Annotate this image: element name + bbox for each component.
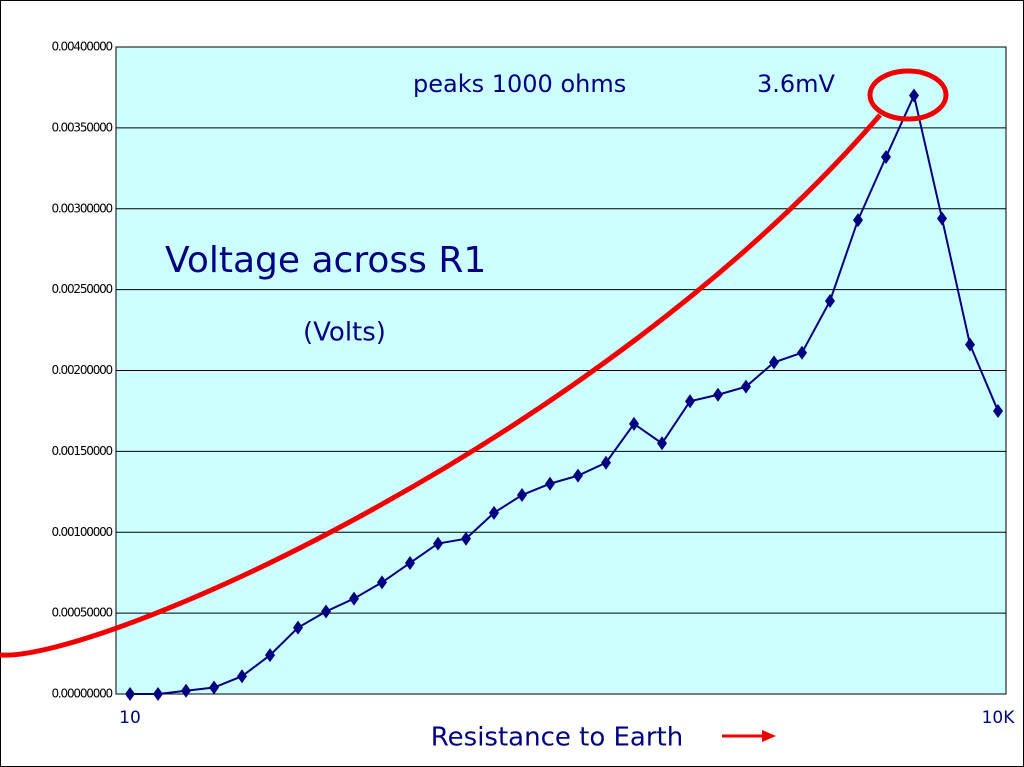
annotation: Voltage across R1 [165, 240, 486, 281]
marker [489, 505, 499, 520]
marker [965, 337, 975, 352]
red-ellipse [867, 68, 949, 122]
marker [405, 555, 415, 570]
y-tick-label: 0.00200000 [51, 363, 112, 377]
marker [237, 669, 247, 684]
marker [209, 680, 219, 695]
marker [797, 345, 807, 360]
marker [937, 211, 947, 226]
marker [601, 455, 611, 470]
marker [517, 488, 527, 503]
annotation: peaks 1000 ohms [413, 70, 626, 98]
y-tick-label: 0.00350000 [51, 120, 112, 134]
marker [377, 575, 387, 590]
annotation: (Volts) [303, 318, 386, 348]
marker [993, 403, 1003, 418]
marker [265, 648, 275, 663]
y-tick-label: 0.00100000 [51, 525, 112, 539]
marker [685, 394, 695, 409]
annotation: 3.6mV [757, 70, 836, 98]
marker [293, 620, 303, 635]
marker [181, 683, 191, 698]
marker [545, 476, 555, 491]
x-axis-label: Resistance to Earth [431, 723, 683, 753]
y-tick-label: 0.00400000 [51, 40, 112, 54]
marker [629, 416, 639, 431]
y-tick-label: 0.00000000 [51, 687, 112, 701]
marker [125, 687, 135, 701]
marker [153, 687, 163, 701]
marker [741, 379, 751, 394]
marker [825, 293, 835, 308]
marker [853, 213, 863, 228]
marker [713, 387, 723, 402]
y-tick-label: 0.00050000 [51, 606, 112, 620]
marker [769, 355, 779, 370]
x-tick-label: 10 [119, 708, 141, 728]
arrow-head [762, 730, 776, 742]
series-line [130, 92, 999, 695]
red-curve [0, 113, 882, 658]
marker [909, 88, 919, 103]
y-tick-label: 0.00300000 [51, 201, 112, 215]
x-tick-label: 10K [982, 708, 1016, 728]
marker [573, 468, 583, 483]
marker [349, 591, 359, 606]
marker [657, 436, 667, 451]
marker [461, 531, 471, 546]
marker [321, 604, 331, 619]
marker [881, 149, 891, 164]
y-tick-label: 0.00250000 [51, 282, 112, 296]
y-tick-label: 0.00150000 [51, 444, 112, 458]
marker [433, 536, 443, 551]
